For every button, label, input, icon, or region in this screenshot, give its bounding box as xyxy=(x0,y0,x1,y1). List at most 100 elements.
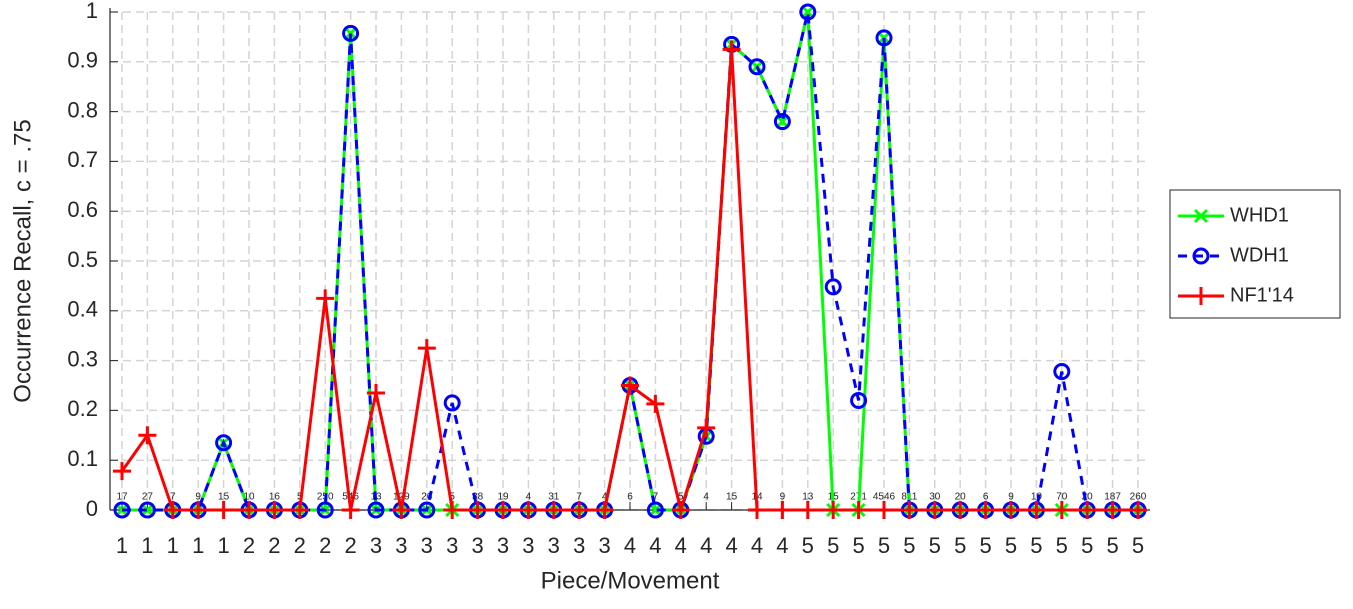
point-label: 31 xyxy=(548,492,560,503)
x-tick-label: 5 xyxy=(878,533,890,558)
marker xyxy=(138,426,157,445)
marker xyxy=(595,501,614,519)
x-tick-label: 4 xyxy=(649,533,661,558)
y-tick-label: 0.8 xyxy=(67,97,98,122)
point-label: 20 xyxy=(1082,492,1094,503)
x-tick-label: 2 xyxy=(294,533,306,558)
point-label: 4 xyxy=(703,492,709,503)
y-tick-label: 0.9 xyxy=(67,48,98,73)
marker xyxy=(1103,501,1122,519)
x-tick-label: 5 xyxy=(1030,533,1042,558)
x-tick-label: 4 xyxy=(725,533,737,558)
marker xyxy=(799,3,817,21)
x-tick-label: 3 xyxy=(471,533,483,558)
legend-label: WDH1 xyxy=(1230,244,1289,266)
y-tick-label: 0.5 xyxy=(67,247,98,272)
x-tick-label: 5 xyxy=(802,533,814,558)
x-tick-label: 3 xyxy=(370,533,382,558)
marker xyxy=(1129,501,1147,519)
point-label: 6 xyxy=(627,492,633,503)
y-tick-label: 0.4 xyxy=(67,297,98,322)
x-tick-label: 3 xyxy=(573,533,585,558)
marker xyxy=(773,501,792,519)
point-label: 4 xyxy=(602,492,608,503)
y-tick-label: 0.7 xyxy=(67,147,98,172)
point-label: 16 xyxy=(269,492,281,503)
x-tick-label: 5 xyxy=(1081,533,1093,558)
x-tick-label: 5 xyxy=(1132,533,1144,558)
point-label: 38 xyxy=(472,492,484,503)
point-label: 13 xyxy=(802,492,814,503)
marker xyxy=(113,462,131,481)
point-label: 546 xyxy=(342,492,359,503)
x-tick-label: 1 xyxy=(116,533,128,558)
marker xyxy=(214,501,233,519)
y-tick-label: 0.6 xyxy=(67,197,98,222)
marker xyxy=(646,501,664,519)
marker xyxy=(976,501,995,519)
x-tick-label: 2 xyxy=(344,533,356,558)
marker xyxy=(824,278,842,296)
marker xyxy=(900,501,919,519)
y-axis-title: Occurrence Recall, c = .75 xyxy=(9,119,36,402)
point-label: 10 xyxy=(243,492,255,503)
point-label: 260 xyxy=(1130,492,1147,503)
legend-label: NF1'14 xyxy=(1230,284,1294,306)
point-label: 7 xyxy=(576,492,582,503)
point-label: 6 xyxy=(983,492,989,503)
x-tick-label: 3 xyxy=(497,533,509,558)
point-label: 5 xyxy=(449,492,455,503)
marker xyxy=(265,501,284,519)
point-label: 9 xyxy=(780,492,786,503)
marker xyxy=(417,339,436,358)
x-tick-label: 5 xyxy=(1056,533,1068,558)
marker xyxy=(798,501,817,519)
x-tick-label: 3 xyxy=(598,533,610,558)
marker xyxy=(316,289,335,308)
marker xyxy=(951,501,970,519)
x-tick-label: 1 xyxy=(141,533,153,558)
x-tick-label: 2 xyxy=(243,533,255,558)
x-tick-label: 5 xyxy=(903,533,915,558)
point-label: 17 xyxy=(116,492,128,503)
point-label: 4 xyxy=(526,492,532,503)
marker xyxy=(494,501,512,519)
x-tick-label: 4 xyxy=(776,533,788,558)
marker xyxy=(748,58,766,76)
marker xyxy=(697,418,716,437)
marker xyxy=(341,501,360,519)
point-label: 26 xyxy=(421,492,433,503)
point-label: 30 xyxy=(929,492,941,503)
point-label: 9 xyxy=(195,492,201,503)
marker xyxy=(875,501,893,519)
point-label: 27 xyxy=(142,492,154,503)
point-label: 4546 xyxy=(873,492,896,503)
x-tick-label: 4 xyxy=(751,533,763,558)
marker xyxy=(189,501,208,519)
point-label: 7 xyxy=(170,492,176,503)
legend-label: WHD1 xyxy=(1230,204,1289,226)
y-tick-label: 0 xyxy=(86,496,98,521)
marker xyxy=(544,501,563,519)
marker xyxy=(849,501,868,519)
x-tick-label: 3 xyxy=(548,533,560,558)
marker xyxy=(1053,363,1071,381)
marker xyxy=(367,383,385,402)
marker xyxy=(570,501,589,519)
point-label: 187 xyxy=(1104,492,1121,503)
point-label: 20 xyxy=(955,492,967,503)
y-tick-label: 0.2 xyxy=(67,396,98,421)
marker xyxy=(1192,247,1210,265)
marker xyxy=(342,24,360,42)
x-tick-label: 5 xyxy=(1106,533,1118,558)
marker xyxy=(468,501,487,519)
x-tick-label: 3 xyxy=(522,533,534,558)
marker xyxy=(215,434,233,452)
marker xyxy=(646,394,665,413)
point-label: 5 xyxy=(678,492,684,503)
marker xyxy=(1192,287,1210,305)
x-tick-label: 3 xyxy=(395,533,407,558)
marker xyxy=(875,29,893,47)
x-tick-label: 4 xyxy=(700,533,712,558)
